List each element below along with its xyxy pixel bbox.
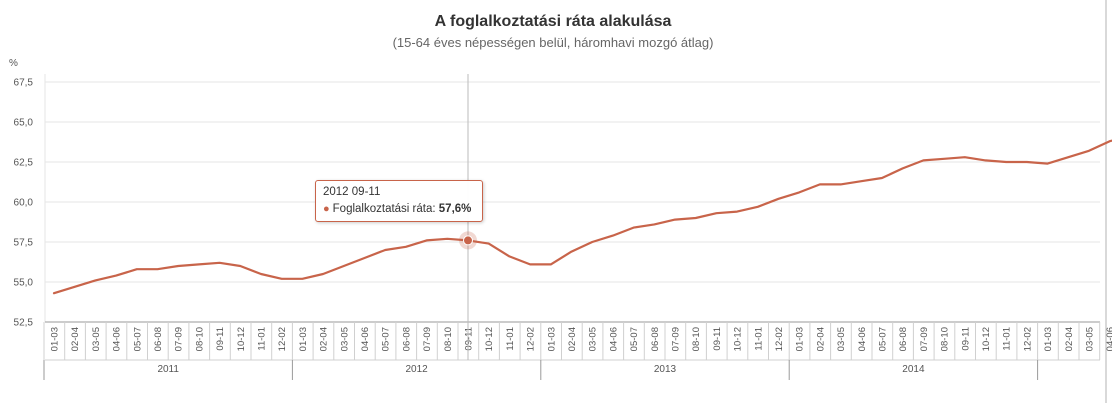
series-dot-icon: ● <box>323 203 330 215</box>
x-axis: 01-03 02-04 03-05 04-06 05-07 06-08 07-09 08-10… <box>43 321 1112 380</box>
x-tick-label: 11-01 <box>1002 327 1013 351</box>
grid-lines <box>44 74 1100 323</box>
x-tick-label: 09-11 <box>960 327 971 351</box>
x-tick-label: 06-08 <box>650 327 661 351</box>
x-tick-label: 01-03 <box>50 327 61 351</box>
x-tick-label: 09-11 <box>215 327 226 351</box>
x-tick-label: 12-02 <box>774 327 785 351</box>
x-tick-label: 09-11 <box>464 327 475 351</box>
x-tick-label: 03-05 <box>836 327 847 351</box>
frame-border <box>1105 0 1107 403</box>
y-tick-label: 55,0 <box>14 278 34 289</box>
x-tick-label: 02-04 <box>70 327 81 351</box>
hover-point[interactable] <box>463 235 473 246</box>
year-label: 2014 <box>902 364 925 375</box>
x-tick-label: 04-06 <box>112 327 123 351</box>
x-tick-label: 03-05 <box>1085 327 1096 351</box>
series-line[interactable] <box>52 120 1112 295</box>
y-axis-ticks: 52,5 55,0 57,5 60,0 62,5 65,0 67,5 <box>14 78 34 329</box>
year-label: 2012 <box>405 364 428 375</box>
tooltip-row: ● Foglalkoztatási ráta: 57,6% <box>323 201 475 217</box>
x-tick-label: 02-04 <box>1064 327 1075 351</box>
x-tick-label: 10-12 <box>733 327 744 351</box>
chart-title: A foglalkoztatási ráta alakulása <box>435 13 672 30</box>
x-tick-label: 01-03 <box>298 327 309 351</box>
x-tick-label: 05-07 <box>381 327 392 351</box>
x-tick-label: 05-07 <box>132 327 143 351</box>
x-tick-label: 10-12 <box>484 327 495 351</box>
y-tick-label: 67,5 <box>14 78 34 89</box>
x-tick-label: 06-08 <box>898 327 909 351</box>
y-tick-label: 65,0 <box>14 118 34 129</box>
x-tick-label: 06-08 <box>153 327 164 351</box>
x-tick-label: 04-06 <box>360 327 371 351</box>
x-tick-label: 07-09 <box>174 327 185 351</box>
hover-marker[interactable] <box>459 231 477 250</box>
x-tick-label: 02-04 <box>815 327 826 351</box>
x-tick-label: 02-04 <box>319 327 330 351</box>
x-tick-label: 10-12 <box>981 327 992 351</box>
x-tick-label: 03-05 <box>588 327 599 351</box>
x-tick-label: 04-06 <box>608 327 619 351</box>
y-tick-label: 57,5 <box>14 238 34 249</box>
x-tick-label: 08-10 <box>443 327 454 351</box>
x-tick-label: 12-02 <box>526 327 537 351</box>
x-tick-label: 09-11 <box>712 327 723 351</box>
tooltip-label: Foglalkoztatási ráta: <box>332 203 436 215</box>
x-tick-label: 05-07 <box>878 327 889 351</box>
x-tick-label: 01-03 <box>1043 327 1054 351</box>
x-tick-label: 05-07 <box>629 327 640 351</box>
y-axis-unit: % <box>9 58 18 69</box>
series-layer[interactable] <box>52 120 1112 295</box>
x-tick-label: 01-03 <box>546 327 557 351</box>
x-tick-label: 06-08 <box>401 327 412 351</box>
y-tick-label: 62,5 <box>14 158 34 169</box>
x-tick-label: 10-12 <box>236 327 247 351</box>
y-tick-label: 52,5 <box>14 318 34 329</box>
x-tick-label: 07-09 <box>919 327 930 351</box>
tooltip-date: 2012 09-11 <box>323 186 381 198</box>
x-tick-label: 08-10 <box>691 327 702 351</box>
x-tick-label: 03-05 <box>91 327 102 351</box>
x-tick-label: 11-01 <box>505 327 516 351</box>
x-tick-label: 12-02 <box>277 327 288 351</box>
year-label: 2013 <box>654 364 677 375</box>
x-tick-label: 03-05 <box>339 327 350 351</box>
x-tick-label: 08-10 <box>940 327 951 351</box>
x-tick-label: 11-01 <box>753 327 764 351</box>
year-label: 2011 <box>157 364 179 375</box>
tooltip-value: 57,6% <box>438 203 472 215</box>
x-tick-label: 07-09 <box>671 327 682 351</box>
data-tooltip: 2012 09-11 ● Foglalkoztatási ráta: 57,6% <box>315 180 483 222</box>
x-tick-label: 04-06 <box>857 327 868 351</box>
y-tick-label: 60,0 <box>14 198 34 209</box>
x-tick-label: 08-10 <box>194 327 205 351</box>
chart-subtitle: (15-64 éves népességen belül, háromhavi … <box>393 35 714 50</box>
x-tick-label: 11-01 <box>257 327 268 351</box>
x-tick-label: 02-04 <box>567 327 578 351</box>
x-tick-label: 01-03 <box>795 327 806 351</box>
x-tick-label: 07-09 <box>422 327 433 351</box>
x-tick-label: 04-06 <box>1105 327 1112 351</box>
x-tick-label: 12-02 <box>1022 327 1033 351</box>
